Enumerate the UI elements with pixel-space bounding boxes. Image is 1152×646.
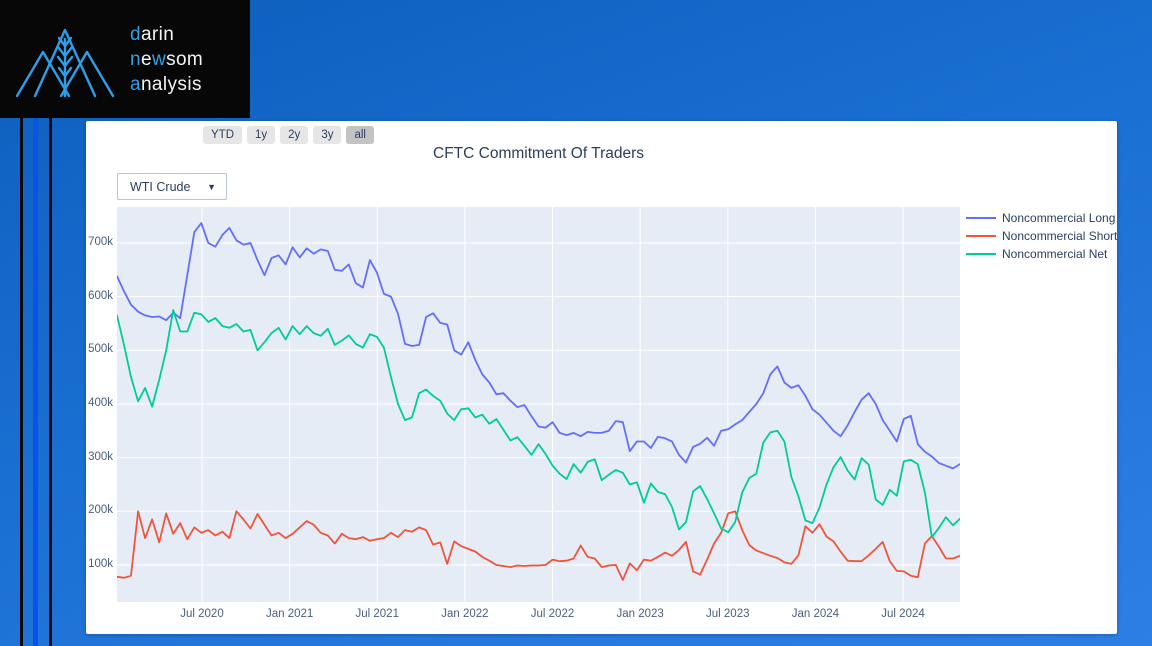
y-tick-label: 500k bbox=[88, 343, 113, 356]
series-line-noncommercial-net[interactable] bbox=[117, 309, 960, 539]
y-tick-label: 300k bbox=[88, 450, 113, 463]
chart-panel: YTD 1y 2y 3y all CFTC Commitment Of Traders … bbox=[86, 121, 1117, 634]
chevron-down-icon: ▼ bbox=[207, 181, 216, 192]
legend-item-noncommercial-long[interactable]: Noncommercial Long bbox=[966, 209, 1117, 227]
symbol-dropdown[interactable]: WTI Crude ▼ bbox=[117, 173, 227, 200]
brand-wordmark-line: newsom bbox=[130, 48, 204, 70]
x-tick-label: Jan 2024 bbox=[791, 608, 840, 620]
legend-item-noncommercial-net[interactable]: Noncommercial Net bbox=[966, 245, 1117, 263]
left-stripe-bright bbox=[33, 118, 38, 646]
range-button-2y[interactable]: 2y bbox=[280, 126, 309, 144]
legend-label: Noncommercial Short bbox=[1002, 229, 1118, 243]
brand-logo: darin newsom analysis bbox=[0, 0, 250, 118]
left-stripe-dark-2 bbox=[49, 118, 52, 646]
x-tick-label: Jul 2024 bbox=[881, 608, 925, 620]
x-tick-label: Jan 2022 bbox=[441, 608, 489, 620]
legend-item-noncommercial-short[interactable]: Noncommercial Short bbox=[966, 227, 1117, 245]
legend-swatch bbox=[966, 217, 996, 219]
brand-wordmark-line: analysis bbox=[130, 73, 202, 95]
x-tick-label: Jul 2021 bbox=[355, 608, 399, 620]
y-tick-label: 700k bbox=[88, 235, 113, 248]
x-tick-label: Jan 2021 bbox=[265, 608, 314, 620]
x-tick-label: Jul 2020 bbox=[180, 608, 224, 620]
brand-wordmark: darin newsom analysis bbox=[130, 22, 203, 97]
series-line-noncommercial-long[interactable] bbox=[117, 222, 960, 470]
legend-swatch bbox=[966, 253, 996, 255]
legend-label: Noncommercial Net bbox=[1002, 247, 1108, 261]
x-tick-label: Jul 2022 bbox=[530, 608, 575, 620]
y-tick-label: 600k bbox=[88, 289, 113, 302]
legend-swatch bbox=[966, 235, 996, 237]
plot-wrap bbox=[117, 207, 960, 602]
brand-wordmark-line: darin bbox=[130, 23, 175, 45]
chart-title: CFTC Commitment Of Traders bbox=[433, 145, 644, 162]
series-line-noncommercial-short[interactable] bbox=[117, 510, 960, 581]
range-button-1y[interactable]: 1y bbox=[247, 126, 276, 144]
x-tick-label: Jul 2023 bbox=[706, 608, 750, 620]
legend: Noncommercial Long Noncommercial Short Non… bbox=[966, 209, 1117, 263]
plot-area[interactable] bbox=[117, 207, 960, 602]
range-button-ytd[interactable]: YTD bbox=[203, 126, 242, 144]
range-button-all[interactable]: all bbox=[346, 126, 374, 144]
left-stripe-dark-1 bbox=[20, 118, 23, 646]
symbol-dropdown-value: WTI Crude bbox=[130, 179, 191, 194]
x-tick-label: Jan 2023 bbox=[616, 608, 664, 620]
legend-label: Noncommercial Long bbox=[1002, 211, 1116, 225]
y-tick-label: 100k bbox=[88, 557, 113, 570]
range-button-3y[interactable]: 3y bbox=[313, 126, 342, 144]
mountains-wheat-icon bbox=[15, 28, 115, 98]
y-tick-label: 400k bbox=[88, 396, 113, 409]
y-tick-label: 200k bbox=[88, 504, 113, 517]
range-selector: YTD 1y 2y 3y all bbox=[203, 126, 374, 144]
